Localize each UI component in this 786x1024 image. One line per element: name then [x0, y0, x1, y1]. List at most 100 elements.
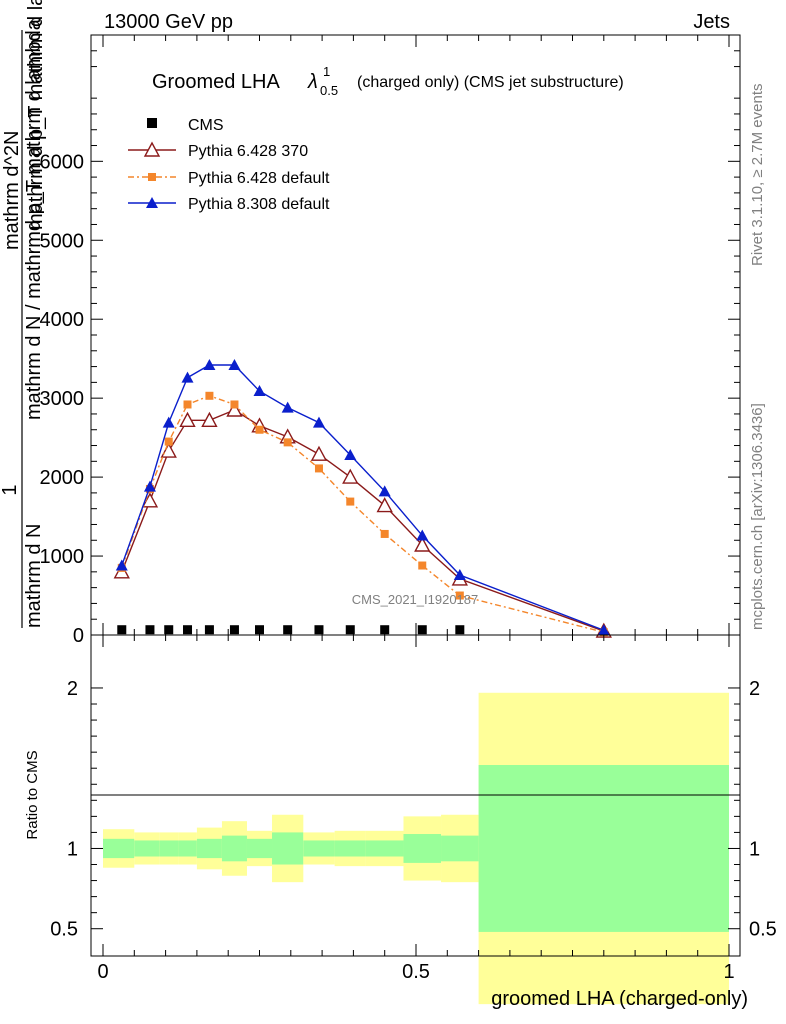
ratio-ytick-label-right: 0.5: [749, 919, 777, 941]
x-axis-label: groomed LHA (charged-only): [491, 988, 748, 1010]
ylabel-frac-num: mathrm d^2N: [1, 131, 23, 250]
ratio-band-stat: [272, 832, 304, 865]
ratio-band-stat: [478, 765, 729, 932]
series-point-3: [181, 371, 194, 383]
main-ytick-label: 5000: [40, 230, 85, 252]
series-point-2: [455, 591, 464, 600]
series-point-3: [115, 559, 128, 571]
series-point-2: [205, 391, 214, 400]
ylabel-top: 1: [0, 484, 21, 495]
rivet-label: Rivet 3.1.10, ≥ 2.7M events: [749, 84, 766, 267]
title-main: Groomed LHA: [152, 71, 280, 93]
series-point-1: [310, 445, 328, 461]
ratio-xtick-label: 1: [723, 961, 734, 983]
ratio-axis-ticks: 0.5 0.5 1 1 2 2 0 0.5 1: [50, 635, 777, 983]
ratio-ytick-label-right: 2: [749, 678, 760, 700]
series-point-2: [346, 497, 355, 506]
ratio-bands-layer: [103, 692, 729, 1005]
main-ytick-label: 3000: [40, 388, 85, 410]
main-ytick-label: 6000: [40, 151, 85, 173]
series-point-2: [230, 400, 239, 409]
ratio-band-stat: [303, 840, 335, 857]
series-point-1: [160, 442, 177, 458]
ratio-band-stat: [334, 840, 366, 857]
series-point-0: [283, 625, 293, 635]
main-y-axis-label: 1 mathrm d N mathrm d N / mathrmd p_T ma…: [0, 0, 47, 628]
ratio-band-stat: [403, 834, 442, 863]
series-point-2: [283, 438, 292, 447]
series-point-0: [183, 625, 193, 635]
legend-label-pythia8-default: Pythia 8.308 default: [188, 196, 330, 213]
header-process: Jets: [693, 11, 730, 33]
series-point-0: [345, 625, 355, 635]
series-point-3: [162, 416, 175, 428]
ratio-band-stat: [178, 840, 197, 857]
ylabel-den: mathrm d N / mathrmd p_T mathrm d lambda: [23, 18, 45, 420]
series-point-3: [344, 449, 357, 460]
series-point-3: [416, 529, 429, 541]
series-point-3: [228, 359, 241, 370]
series-point-0: [204, 625, 214, 635]
series-point-3: [378, 485, 391, 497]
main-ytick-label: 4000: [40, 309, 85, 331]
legend-label-pythia6-default: Pythia 6.428 default: [188, 170, 330, 187]
series-point-0: [229, 625, 239, 635]
ratio-band-stat: [246, 838, 273, 859]
series-point-2: [314, 464, 323, 473]
series-point-1: [342, 468, 359, 484]
ratio-band-stat: [196, 838, 222, 859]
main-axis-ticks: 0 1000 2000 3000 4000 5000 6000: [40, 35, 740, 647]
series-point-3: [453, 569, 466, 580]
ratio-band-stat: [159, 840, 179, 857]
watermark: CMS_2021_I1920187: [352, 592, 479, 607]
series-line-1: [121, 409, 605, 632]
ratio-y-axis-label: Ratio to CMS: [24, 750, 41, 839]
ylabel-frac-den: mathrm d p_T mathrm d lambda: [25, 0, 47, 230]
title-sub: 0.5: [320, 83, 338, 98]
series-point-1: [179, 411, 196, 427]
series-point-0: [314, 625, 324, 635]
series-point-3: [312, 416, 325, 428]
series-line-3: [121, 364, 605, 631]
ratio-xtick-label: 0.5: [402, 961, 430, 983]
title-lambda: λ: [307, 71, 318, 93]
ratio-band-stat: [103, 838, 135, 859]
mcplots-label: mcplots.cern.ch [arXiv:1306.3436]: [749, 403, 766, 630]
series-point-1: [226, 401, 243, 417]
series-point-0: [255, 625, 264, 635]
ratio-band-stat: [134, 840, 160, 857]
legend-marker-pythia6-370: [143, 141, 161, 157]
legend-marker-pythia8-default: [146, 197, 158, 208]
legend-marker-cms: [147, 118, 157, 128]
series-point-1: [376, 497, 393, 513]
series-point-3: [143, 480, 156, 492]
ratio-ytick-label: 2: [67, 678, 78, 700]
series-point-2: [380, 529, 389, 538]
ratio-ytick-label: 1: [67, 838, 78, 860]
ratio-band-stat: [221, 835, 247, 862]
ratio-ytick-label-right: 1: [749, 838, 760, 860]
series-point-0: [117, 625, 127, 635]
ylabel-num: mathrm d N: [23, 524, 45, 628]
ratio-xtick-label: 0: [97, 961, 108, 983]
series-point-0: [164, 625, 174, 635]
legend-entry-pythia6-370: Pythia 6.428 370: [128, 141, 308, 160]
ratio-band-stat: [441, 835, 479, 862]
series-point-2: [255, 425, 264, 434]
legend-marker-pythia6-default: [148, 173, 156, 181]
main-ytick-label: 2000: [40, 467, 85, 489]
title-rest: (charged only) (CMS jet substructure): [357, 74, 624, 91]
series-point-2: [183, 400, 192, 409]
series-line-2: [121, 395, 604, 633]
series-point-0: [455, 625, 465, 635]
main-ytick-label: 0: [73, 625, 84, 647]
plot-title: Groomed LHA λ 1 0.5 (charged only) (CMS …: [152, 64, 624, 98]
legend-label-cms: CMS: [188, 117, 224, 134]
series-point-2: [164, 437, 173, 446]
series-point-3: [203, 359, 216, 370]
title-sup: 1: [323, 64, 330, 79]
series-point-3: [597, 624, 610, 636]
legend-entry-pythia6-default: Pythia 6.428 default: [128, 170, 330, 187]
legend: CMS Pythia 6.428 370 Pythia 6.428 defaul…: [128, 117, 330, 213]
